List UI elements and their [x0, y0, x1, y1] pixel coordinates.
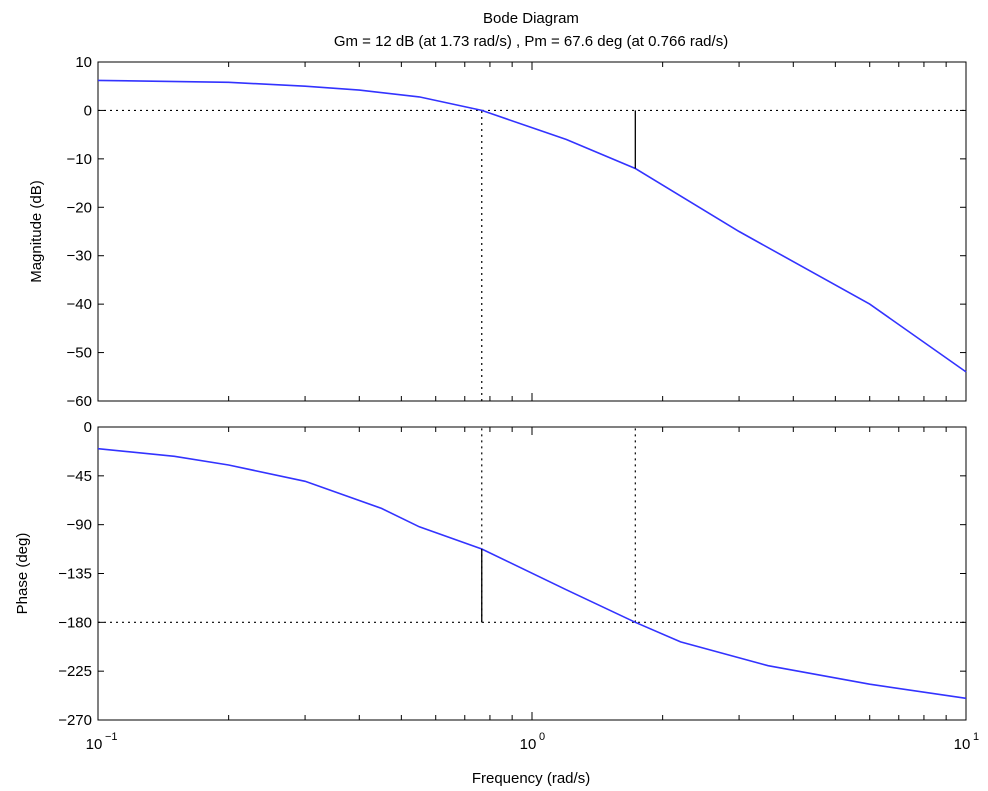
chart-subtitle: Gm = 12 dB (at 1.73 rad/s) , Pm = 67.6 d…: [334, 33, 728, 50]
magnitude-ytick-label: −60: [67, 393, 92, 410]
x-tick-exponent: 1: [973, 731, 979, 743]
x-tick-base: 10: [86, 736, 103, 753]
x-axis-label: Frequency (rad/s): [472, 770, 590, 787]
magnitude-ytick-label: −30: [67, 248, 92, 265]
phase-ytick-label: 0: [84, 419, 92, 436]
phase-y-axis-label: Phase (deg): [14, 533, 31, 615]
magnitude-ytick-label: −40: [67, 296, 92, 313]
magnitude-ytick-label: −10: [67, 151, 92, 168]
x-tick-label: 10 0: [520, 731, 545, 753]
magnitude-y-axis-label: Magnitude (dB): [28, 180, 45, 283]
x-tick-base: 10: [954, 736, 971, 753]
magnitude-panel: 10 0 −10 −20 −30 −40 −50 −60 Magnitude (dB): [28, 54, 966, 410]
x-tick-base: 10: [520, 736, 537, 753]
phase-ytick-label: −270: [58, 712, 92, 729]
phase-ytick-label: −90: [67, 517, 92, 534]
magnitude-axes-box: [98, 62, 966, 401]
x-tick-exponent: 0: [539, 731, 545, 743]
phase-panel: 0 −45 −90 −135 −180 −225 −270 Phase (deg): [14, 419, 966, 729]
frequency-tick-labels: 10 −1 10 0 10 1: [86, 731, 979, 753]
magnitude-ytick-label: 10: [75, 54, 92, 71]
phase-ytick-label: −225: [58, 663, 92, 680]
x-tick-exponent: −1: [105, 731, 118, 743]
phase-ytick-label: −135: [58, 566, 92, 583]
phase-ytick-label: −180: [58, 614, 92, 631]
chart-title: Bode Diagram: [483, 10, 579, 27]
phase-ytick-label: −45: [67, 468, 92, 485]
magnitude-ytick-label: −20: [67, 199, 92, 216]
x-tick-label: 10 1: [954, 731, 979, 753]
magnitude-ytick-label: −50: [67, 345, 92, 362]
x-tick-label: 10 −1: [86, 731, 118, 753]
magnitude-ytick-label: 0: [84, 102, 92, 119]
